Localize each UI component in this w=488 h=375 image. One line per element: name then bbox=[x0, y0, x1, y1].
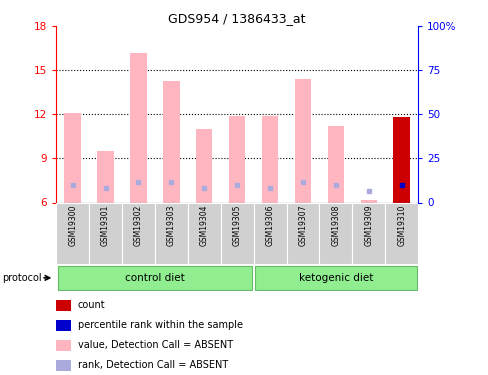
Bar bbox=[327, 126, 344, 202]
Text: ketogenic diet: ketogenic diet bbox=[298, 273, 372, 283]
Bar bbox=[319, 202, 351, 264]
Text: value, Detection Call = ABSENT: value, Detection Call = ABSENT bbox=[78, 340, 233, 350]
Bar bbox=[122, 202, 155, 264]
Text: GSM19307: GSM19307 bbox=[298, 204, 307, 246]
Title: GDS954 / 1386433_at: GDS954 / 1386433_at bbox=[168, 12, 305, 25]
Text: count: count bbox=[78, 300, 105, 310]
Bar bbox=[155, 202, 187, 264]
Bar bbox=[261, 116, 278, 202]
Bar bbox=[187, 202, 220, 264]
Text: GSM19308: GSM19308 bbox=[331, 204, 340, 246]
Text: GSM19300: GSM19300 bbox=[68, 204, 77, 246]
Bar bbox=[253, 202, 286, 264]
Bar bbox=[56, 202, 89, 264]
Text: GSM19305: GSM19305 bbox=[232, 204, 241, 246]
Text: GSM19301: GSM19301 bbox=[101, 204, 110, 246]
Bar bbox=[254, 266, 416, 290]
Bar bbox=[56, 360, 71, 370]
Text: control diet: control diet bbox=[125, 273, 184, 283]
Text: protocol: protocol bbox=[2, 273, 42, 283]
Bar bbox=[163, 81, 179, 203]
Text: rank, Detection Call = ABSENT: rank, Detection Call = ABSENT bbox=[78, 360, 228, 370]
Bar bbox=[130, 53, 146, 202]
Bar bbox=[228, 116, 245, 202]
Bar bbox=[196, 129, 212, 203]
Bar bbox=[393, 117, 409, 202]
Bar bbox=[294, 79, 310, 203]
Text: percentile rank within the sample: percentile rank within the sample bbox=[78, 320, 243, 330]
Text: GSM19303: GSM19303 bbox=[166, 204, 176, 246]
Text: GSM19310: GSM19310 bbox=[396, 204, 406, 246]
Text: GSM19306: GSM19306 bbox=[265, 204, 274, 246]
Text: GSM19304: GSM19304 bbox=[200, 204, 208, 246]
Bar bbox=[360, 200, 376, 202]
Bar bbox=[64, 113, 81, 202]
Bar bbox=[97, 151, 114, 202]
Bar bbox=[56, 320, 71, 331]
Bar bbox=[351, 202, 385, 264]
Text: GSM19309: GSM19309 bbox=[364, 204, 372, 246]
Bar bbox=[56, 339, 71, 351]
Bar bbox=[220, 202, 253, 264]
Text: GSM19302: GSM19302 bbox=[134, 204, 142, 246]
Bar bbox=[56, 300, 71, 310]
Bar bbox=[58, 266, 252, 290]
Bar bbox=[385, 202, 417, 264]
Bar bbox=[286, 202, 319, 264]
Bar bbox=[89, 202, 122, 264]
